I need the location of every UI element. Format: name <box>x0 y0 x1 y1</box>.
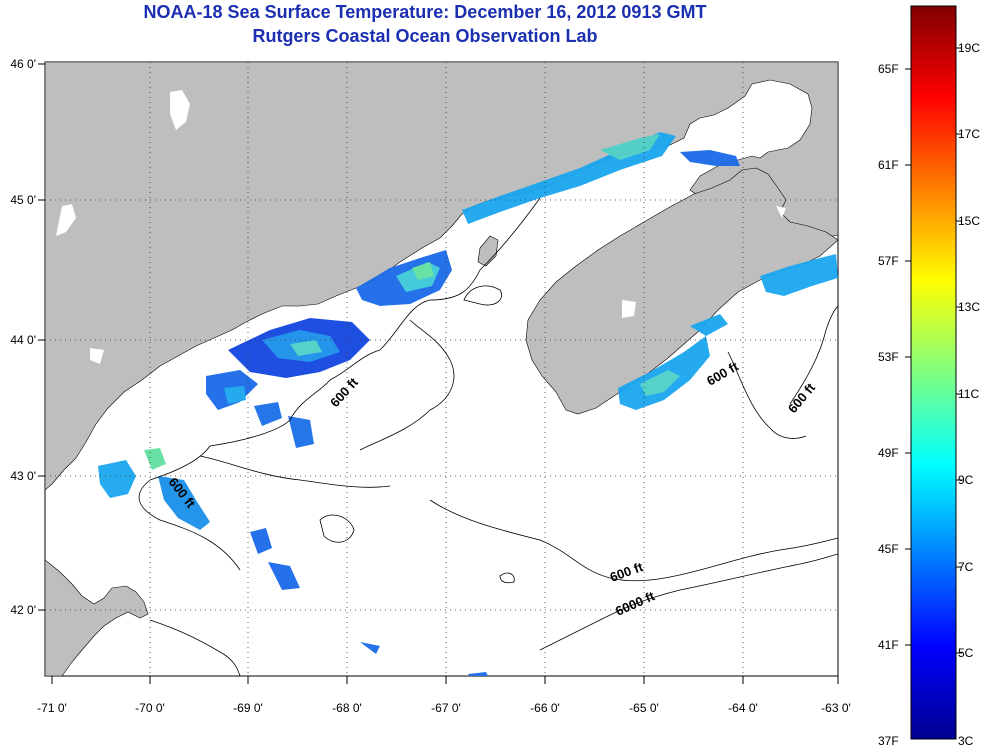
lake <box>56 204 76 236</box>
y-tick-label: 44 0' <box>10 333 36 347</box>
graticule <box>45 62 838 676</box>
colorbar-left-ticks <box>905 68 911 646</box>
land-cape-cod <box>45 559 149 676</box>
colorbar-f-label: 41F <box>878 638 899 652</box>
colorbar-f-label: 53F <box>878 350 899 364</box>
land-grand-manan <box>477 235 499 267</box>
sst-patches <box>98 132 838 676</box>
colorbar-f-label: 57F <box>878 254 899 268</box>
colorbar-c-label: 3C <box>958 734 974 748</box>
colorbar-f-label: 65F <box>878 62 899 76</box>
lake <box>622 300 636 318</box>
colorbar-c-label: 5C <box>958 646 974 660</box>
colorbar-f-label: 61F <box>878 158 899 172</box>
x-tick-label: -70 0' <box>135 701 165 715</box>
colorbar-c-label: 17C <box>958 127 980 141</box>
lake <box>170 90 190 130</box>
bathymetry-contours <box>138 197 838 676</box>
y-tick-label: 46 0' <box>10 57 36 71</box>
colorbar-c-label: 11C <box>958 387 979 401</box>
x-tick-label: -67 0' <box>431 701 461 715</box>
y-tick-label: 43 0' <box>10 469 36 483</box>
x-tick-label: -71 0' <box>37 701 67 715</box>
y-axis-ticks <box>38 63 45 611</box>
lake <box>90 348 104 364</box>
x-tick-label: -65 0' <box>629 701 659 715</box>
colorbar-f-label: 37F <box>878 734 899 748</box>
colorbar-c-label: 9C <box>958 473 974 487</box>
colorbar-f-label: 49F <box>878 446 899 460</box>
x-tick-label: -63 0' <box>821 701 851 715</box>
x-tick-label: -68 0' <box>332 701 362 715</box>
color-scale-bar <box>910 5 957 740</box>
colorbar-c-label: 7C <box>958 560 974 574</box>
colorbar-c-label: 15C <box>958 214 980 228</box>
x-tick-label: -64 0' <box>728 701 758 715</box>
x-tick-label: -66 0' <box>530 701 560 715</box>
lake <box>776 206 786 218</box>
colorbar-c-label: 13C <box>958 300 980 314</box>
colorbar-f-label: 45F <box>878 542 899 556</box>
x-tick-label: -69 0' <box>233 701 263 715</box>
y-tick-label: 45 0' <box>10 193 36 207</box>
x-axis-ticks <box>51 676 839 684</box>
map-subtitle: Rutgers Coastal Ocean Observation Lab <box>252 26 598 46</box>
map-title: NOAA-18 Sea Surface Temperature: Decembe… <box>143 2 707 22</box>
y-tick-label: 42 0' <box>10 603 36 617</box>
colorbar-c-label: 19C <box>958 41 980 55</box>
colorbar-right-ticks <box>956 47 962 654</box>
